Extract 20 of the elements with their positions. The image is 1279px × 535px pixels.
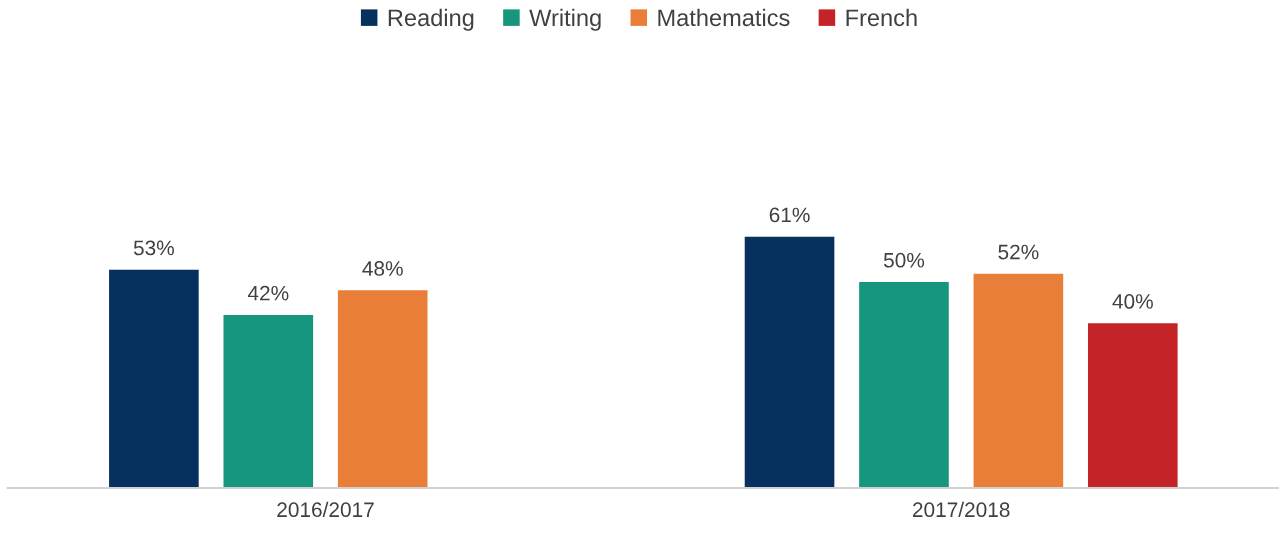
- data-label: 61%: [769, 207, 810, 223]
- bar: [973, 273, 1064, 488]
- x-tick-label: 2016/2017: [277, 501, 374, 518]
- bar: [223, 314, 314, 488]
- bar: [109, 269, 199, 488]
- legend-label: Writing: [529, 8, 601, 31]
- data-label: 40%: [1112, 294, 1153, 309]
- data-label: 52%: [998, 244, 1039, 260]
- data-label: 50%: [883, 252, 925, 268]
- data-label: 42%: [247, 285, 289, 301]
- legend-label: Reading: [388, 8, 474, 31]
- bar: [859, 282, 949, 488]
- x-tick-label: 2017/2018: [912, 501, 1010, 518]
- legend-label: French: [846, 8, 917, 27]
- data-label: 53%: [133, 240, 174, 256]
- bar: [1087, 323, 1178, 488]
- data-label: 48%: [362, 261, 403, 276]
- legend-label: Mathematics: [658, 8, 790, 27]
- bar: [744, 236, 835, 488]
- bar: [337, 290, 428, 488]
